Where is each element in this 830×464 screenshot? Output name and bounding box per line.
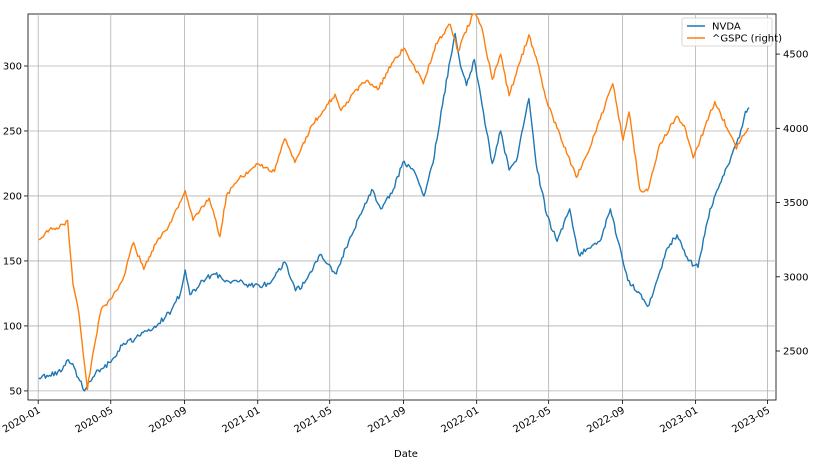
x-tick-label: 2022-05: [511, 405, 553, 435]
series-group: [38, 13, 750, 392]
x-tick-label: 2022-01: [439, 405, 481, 435]
y-left-tick-label: 50: [9, 386, 22, 397]
y-right-tick-label: 4500: [783, 50, 808, 61]
plot-area: [27, 13, 777, 401]
grid: [28, 14, 776, 400]
x-ticks: 2020-01 2020-05 2020-09 2021-01 2021-05 2021-…: [1, 400, 772, 435]
x-tick-label: 2023-05: [730, 405, 772, 435]
legend-box: [681, 17, 773, 47]
y-right-tick-label: 2500: [783, 347, 808, 358]
series-line-nvda: [38, 32, 750, 392]
y-right-ticks: 2500 3000 3500 4000 4500: [776, 50, 808, 358]
x-tick-label: 2020-05: [74, 405, 116, 435]
legend: NVDA^GSPC (right): [681, 17, 782, 47]
series-line-gspc: [38, 13, 750, 391]
y-right-tick-label: 3500: [783, 198, 808, 209]
x-tick-label: 2021-01: [221, 405, 263, 435]
y-left-ticks: 50 100 150 200 250 300: [3, 61, 28, 397]
y-left-tick-label: 200: [3, 191, 22, 202]
legend-label: NVDA: [712, 22, 741, 33]
y-left-tick-label: 100: [3, 321, 22, 332]
x-tick-label: 2021-09: [366, 405, 408, 435]
x-tick-label: 2021-05: [293, 405, 335, 435]
x-axis-title: Date: [394, 449, 418, 460]
y-left-tick-label: 250: [3, 126, 22, 137]
y-left-tick-label: 300: [3, 61, 22, 72]
x-tick-label: 2020-09: [147, 405, 189, 435]
x-tick-label: 2023-01: [658, 405, 700, 435]
legend-label: ^GSPC (right): [712, 34, 782, 45]
x-tick-label: 2020-01: [1, 405, 43, 435]
y-left-tick-label: 150: [3, 256, 22, 267]
y-right-tick-label: 3000: [783, 272, 808, 283]
x-tick-label: 2022-09: [585, 405, 627, 435]
y-right-tick-label: 4000: [783, 124, 808, 135]
